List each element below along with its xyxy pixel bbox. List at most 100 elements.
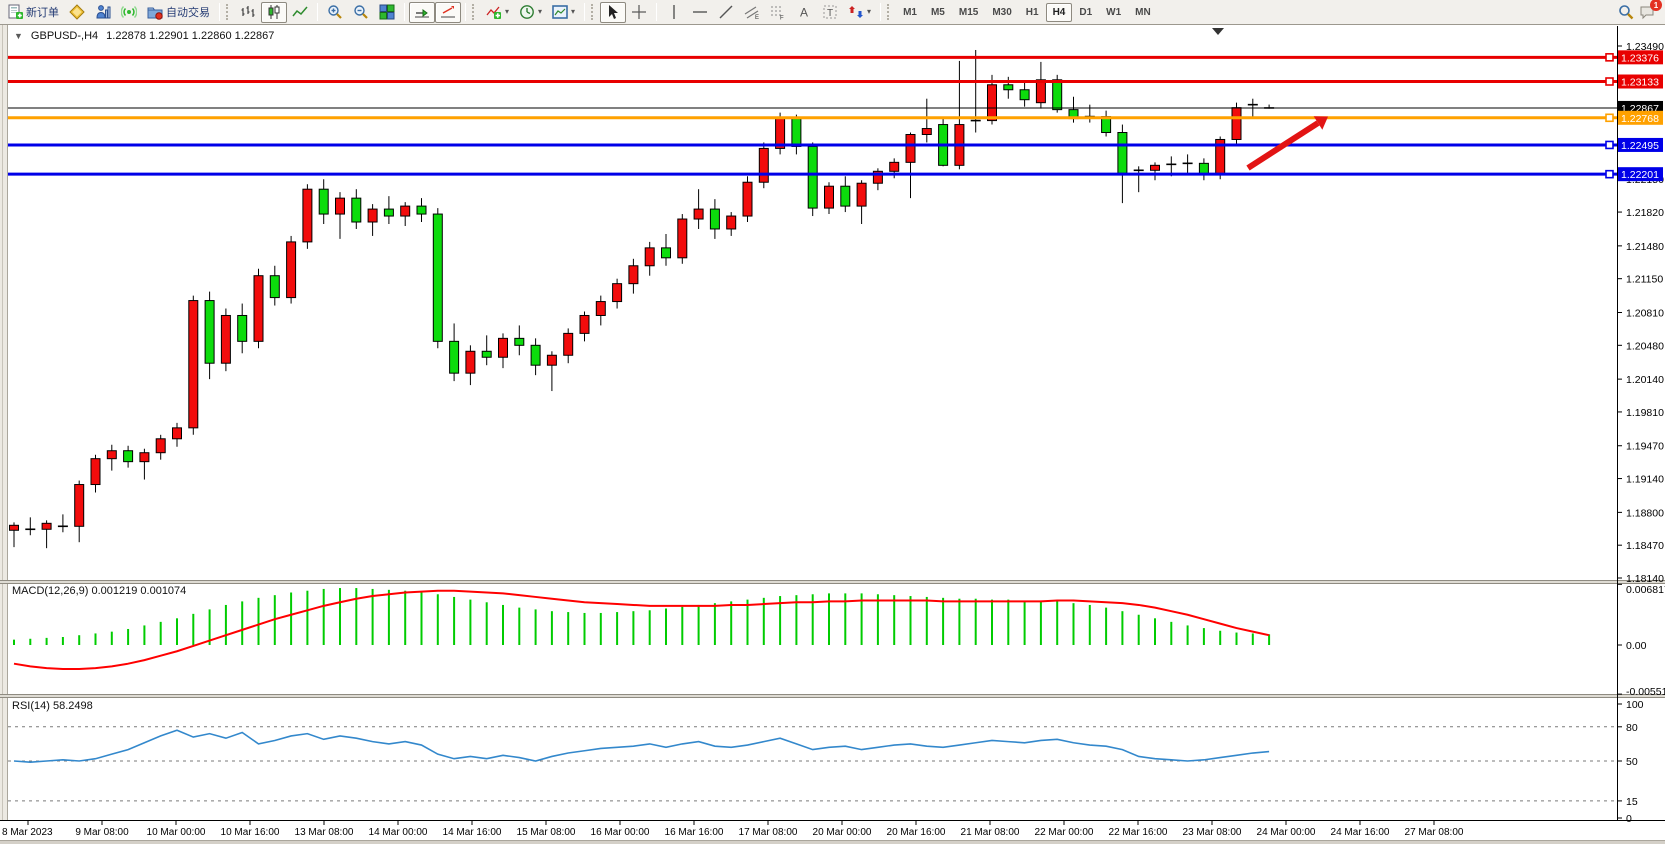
timeframe-button-w1[interactable]: W1	[1106, 6, 1122, 18]
zoom-in-button[interactable]	[322, 2, 348, 23]
annotation-arrow-head[interactable]	[1313, 116, 1329, 130]
candle-body	[286, 241, 297, 299]
level-endpoint-marker[interactable]	[1605, 140, 1614, 150]
templates-button[interactable]: ▾	[547, 2, 580, 23]
time-tick-label: 20 Mar 16:00	[887, 827, 946, 838]
time-tick-label: 20 Mar 00:00	[813, 827, 872, 838]
channel-button[interactable]: E	[739, 2, 765, 23]
line-chart-icon	[292, 6, 308, 17]
price-level-badge[interactable]	[1618, 137, 1663, 152]
arrows-button[interactable]: ▾	[843, 2, 876, 23]
candle-body	[856, 182, 867, 207]
periods-button[interactable]: ▾	[514, 2, 547, 23]
svg-text:E: E	[755, 15, 759, 20]
crosshair-button[interactable]	[626, 2, 652, 23]
timeframe-button-h4[interactable]: H4	[1045, 2, 1073, 22]
trendline-button[interactable]	[713, 2, 739, 23]
toolbar-group-scroll	[409, 1, 461, 24]
toolbar-separator	[219, 3, 220, 21]
search-button[interactable]	[1613, 2, 1639, 23]
candle-body	[172, 427, 182, 440]
macd-axis-label: -0.005518	[1626, 686, 1665, 698]
level-endpoint-marker[interactable]	[1605, 53, 1614, 62]
price-level-badge[interactable]	[1618, 167, 1663, 182]
timeframe-button-m1[interactable]: M1	[903, 6, 917, 18]
timeframe-button-m5[interactable]: M5	[930, 6, 945, 18]
candle-body	[905, 134, 916, 163]
timeframe-button-mn[interactable]: MN	[1135, 6, 1151, 18]
time-axis[interactable]	[0, 820, 1665, 840]
price-axis-border	[1617, 26, 1618, 820]
chart-shift-icon	[441, 6, 455, 18]
price-level-badge[interactable]	[1618, 74, 1663, 89]
timeframe-button-d1[interactable]: D1	[1079, 6, 1093, 18]
auto-scroll-button[interactable]	[409, 1, 435, 23]
toolbar-separator	[465, 3, 466, 21]
chart-shift-marker[interactable]	[1212, 28, 1224, 35]
time-tick-label: 14 Mar 16:00	[443, 827, 502, 838]
crosshair-icon	[632, 5, 647, 19]
panel-resize-handle[interactable]	[0, 694, 1665, 698]
candle-body	[9, 524, 19, 531]
price-tick-label: 1.19140	[1626, 474, 1664, 486]
time-tick-label: 14 Mar 00:00	[369, 827, 428, 838]
chart-shift-button[interactable]	[435, 1, 461, 23]
autotrading-icon	[147, 7, 163, 20]
new-order-button[interactable]: 新订单	[2, 2, 64, 23]
cursor-icon	[609, 5, 619, 19]
trendline-icon	[719, 5, 733, 19]
candle-body	[791, 118, 802, 147]
timeframe-button-m30[interactable]: M30	[992, 6, 1012, 18]
price-level-badge-text: 1.23133	[1621, 77, 1659, 89]
indicators-button[interactable]: ▾	[481, 2, 514, 23]
macd-signal-line	[13, 589, 1270, 671]
candle-body	[139, 452, 150, 463]
price-level-badge[interactable]	[1618, 50, 1663, 65]
toolbar-group-objects: E F A T ▾	[661, 1, 876, 24]
zoom-in-icon	[328, 5, 342, 19]
toolbar-drag-handle[interactable]	[887, 4, 892, 20]
autotrading-label: 自动交易	[166, 7, 210, 19]
level-endpoint-marker[interactable]	[1605, 77, 1614, 86]
candle-body	[1231, 107, 1242, 140]
candlestick-chart-button[interactable]	[261, 1, 287, 23]
horizontal-line-button[interactable]	[687, 2, 713, 23]
chat-badge: 1	[1650, 0, 1662, 11]
text-button[interactable]: A	[791, 2, 817, 23]
line-chart-button[interactable]	[287, 2, 313, 23]
cursor-button[interactable]	[600, 1, 627, 23]
level-endpoint-marker[interactable]	[1605, 113, 1614, 123]
toolbar-drag-handle[interactable]	[591, 4, 596, 20]
metaeditor-button[interactable]	[64, 2, 90, 23]
price-tick-label: 1.23490	[1626, 41, 1664, 53]
annotation-arrow-shaft[interactable]	[1246, 120, 1320, 171]
market-watch-button[interactable]	[90, 2, 116, 23]
svg-text:T: T	[827, 8, 833, 19]
signals-button[interactable]	[116, 2, 142, 23]
chat-button[interactable]: 1	[1639, 0, 1662, 20]
zoom-out-button[interactable]	[348, 2, 374, 23]
toolbar-drag-handle[interactable]	[472, 4, 477, 20]
timeframe-button-h1[interactable]: H1	[1025, 6, 1039, 18]
search-icon	[1619, 5, 1634, 20]
time-tick-label: 9 Mar 08:00	[75, 827, 129, 838]
fibonacci-button[interactable]: F	[765, 2, 791, 23]
price-tick-label: 1.20480	[1626, 340, 1664, 352]
tile-windows-button[interactable]	[374, 2, 400, 23]
vertical-line-button[interactable]	[661, 2, 687, 23]
level-endpoint-marker[interactable]	[1605, 169, 1614, 179]
candle-body	[383, 208, 394, 217]
timeframe-button-m15[interactable]: M15	[958, 6, 979, 18]
bar-chart-icon	[241, 6, 255, 17]
one-click-trading-toggle[interactable]: ▼	[14, 31, 23, 41]
bar-chart-button[interactable]	[235, 2, 261, 23]
toolbar-drag-handle[interactable]	[226, 4, 231, 20]
autotrading-button[interactable]: 自动交易	[142, 2, 215, 23]
candle-body	[758, 147, 769, 183]
panel-resize-handle[interactable]	[0, 580, 1665, 584]
label-button[interactable]: T	[817, 2, 843, 23]
rsi-axis-label: 15	[1626, 796, 1638, 808]
price-level-badge[interactable]	[1618, 110, 1663, 125]
